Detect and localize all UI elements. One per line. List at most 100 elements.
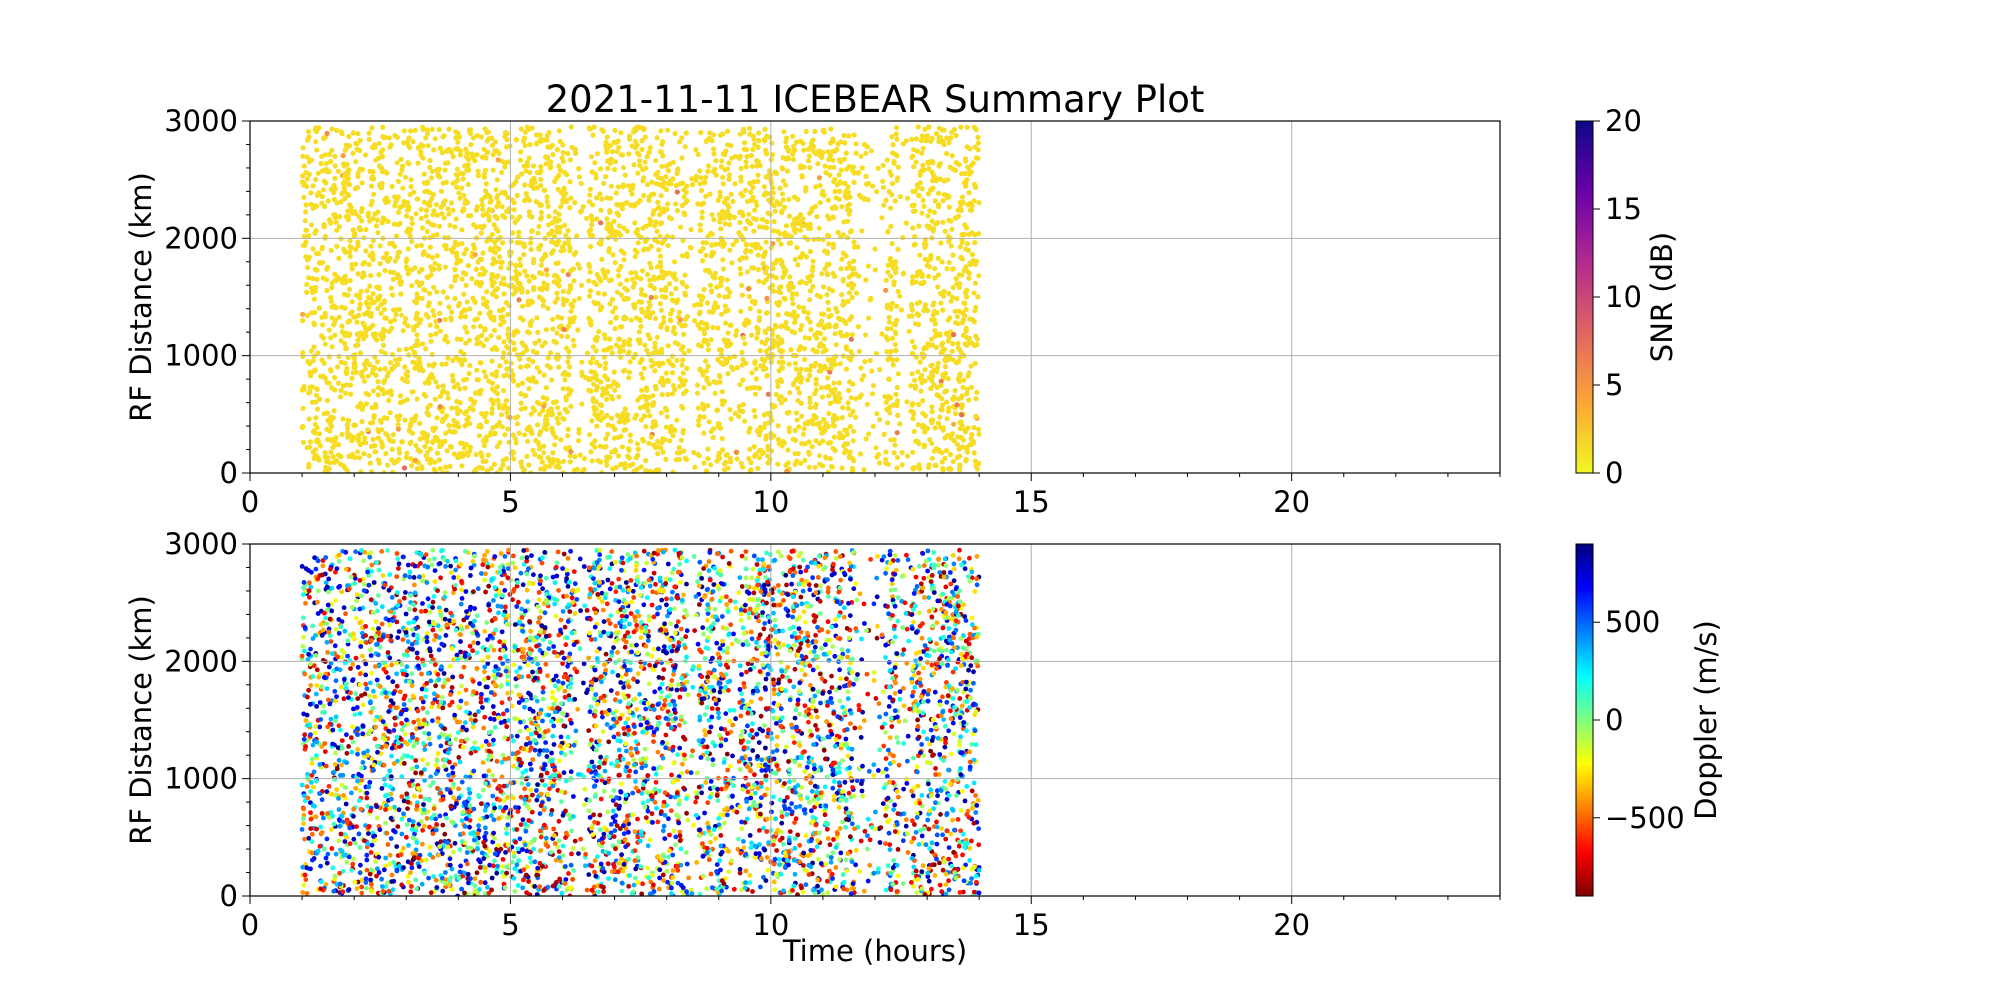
doppler-point — [831, 797, 837, 803]
snr-point — [625, 417, 631, 423]
snr-point — [441, 243, 448, 249]
snr-point — [715, 453, 721, 459]
snr-point — [954, 314, 960, 320]
snr-point — [372, 144, 378, 150]
snr-point — [434, 253, 440, 259]
snr-point — [519, 380, 526, 386]
snr-point — [930, 302, 936, 308]
snr-point — [839, 465, 845, 471]
snr-point — [412, 342, 418, 348]
snr-point — [813, 387, 819, 393]
snr-point — [412, 265, 418, 271]
snr-point — [799, 323, 805, 329]
snr-point — [782, 204, 788, 210]
snr-point — [409, 238, 415, 245]
snr-point — [506, 249, 513, 255]
snr-point — [711, 217, 717, 223]
snr-point — [517, 214, 523, 220]
snr-point — [806, 297, 813, 303]
snr-point — [425, 303, 431, 309]
snr-point — [620, 416, 626, 422]
snr-point — [327, 460, 333, 466]
snr-point — [421, 199, 427, 205]
snr-point — [518, 149, 524, 155]
snr-point — [674, 208, 681, 214]
snr-point — [303, 209, 309, 215]
snr-point — [458, 314, 464, 320]
doppler-point — [653, 779, 659, 785]
snr-point — [404, 379, 410, 385]
snr-point — [369, 198, 375, 204]
snr-point — [376, 272, 382, 278]
snr-point — [548, 159, 554, 165]
snr-point — [930, 228, 936, 234]
snr-point — [329, 423, 335, 430]
snr-point — [396, 456, 402, 462]
snr-point — [743, 164, 749, 170]
snr-point — [674, 189, 680, 195]
doppler-point — [359, 630, 365, 636]
snr-point — [300, 311, 306, 317]
snr-point — [313, 139, 319, 145]
snr-point — [539, 257, 545, 263]
snr-point — [719, 158, 725, 164]
snr-point — [756, 138, 762, 144]
snr-point — [557, 167, 564, 173]
snr-point — [748, 248, 754, 254]
snr-point — [348, 391, 354, 397]
snr-y-tick-label: 2000 — [164, 221, 238, 255]
snr-point — [710, 426, 717, 432]
snr-point — [894, 136, 900, 142]
snr-point — [513, 179, 519, 185]
snr-point — [560, 149, 566, 156]
snr-point — [509, 449, 516, 455]
snr-point — [677, 139, 683, 145]
snr-point — [906, 313, 912, 319]
snr-point — [720, 257, 726, 263]
snr-point — [822, 423, 828, 429]
snr-point — [727, 407, 733, 413]
snr-point — [929, 409, 935, 415]
snr-point — [888, 326, 894, 332]
snr-point — [719, 398, 725, 404]
snr-point — [721, 241, 727, 247]
snr-point — [885, 269, 891, 275]
snr-point — [424, 180, 431, 186]
snr-point — [405, 246, 411, 252]
snr-point — [544, 154, 550, 160]
snr-point — [817, 182, 823, 189]
snr-point — [387, 410, 393, 416]
snr-point — [439, 150, 445, 156]
snr-point — [518, 459, 524, 465]
snr-point — [931, 317, 937, 323]
snr-point — [443, 179, 449, 185]
snr-point — [964, 225, 970, 231]
snr-point — [925, 341, 931, 347]
snr-point — [785, 460, 791, 466]
snr-point — [622, 172, 628, 178]
snr-point — [555, 405, 561, 411]
snr-point — [405, 271, 411, 277]
snr-point — [888, 348, 894, 354]
snr-point — [969, 162, 975, 168]
snr-point — [917, 466, 923, 472]
snr-point — [740, 401, 746, 408]
snr-point — [514, 240, 520, 246]
snr-point — [885, 337, 891, 343]
snr-point — [839, 292, 845, 298]
snr-point — [957, 205, 963, 211]
snr-point — [398, 291, 404, 297]
snr-point — [830, 390, 837, 396]
snr-point — [556, 460, 562, 466]
snr-point — [463, 282, 469, 288]
snr-point — [637, 359, 643, 366]
snr-point — [781, 440, 787, 446]
snr-point — [750, 215, 757, 222]
snr-point — [893, 391, 899, 397]
snr-point — [632, 305, 638, 311]
snr-point — [940, 138, 946, 144]
snr-point — [444, 390, 451, 396]
snr-point — [973, 413, 979, 419]
snr-point — [922, 367, 928, 373]
snr-point — [617, 324, 624, 330]
